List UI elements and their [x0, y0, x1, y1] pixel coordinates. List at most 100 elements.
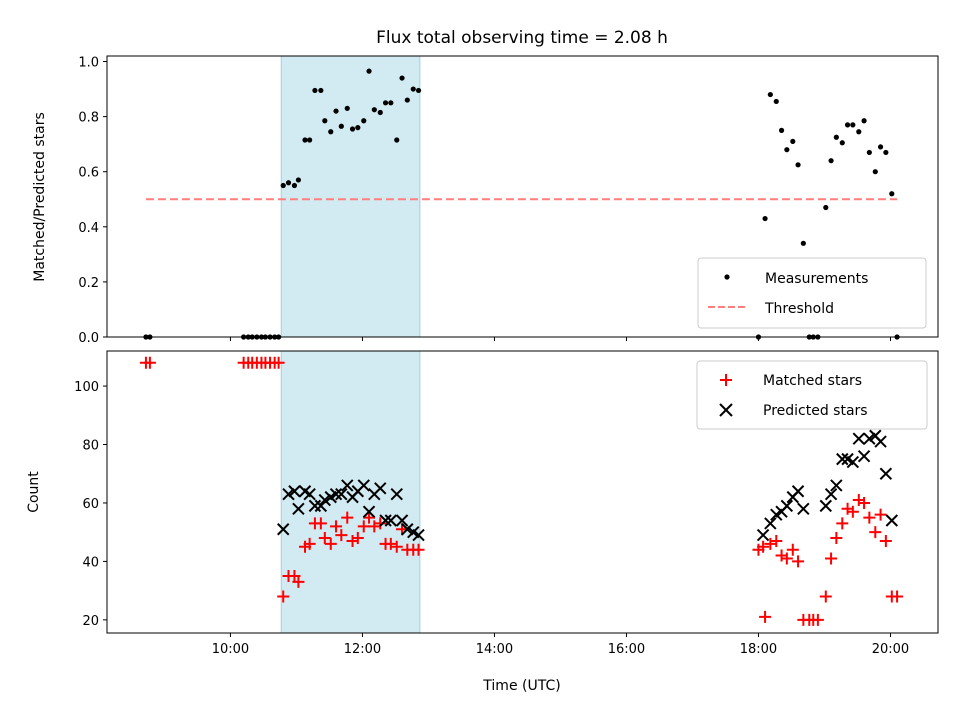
measurements-point — [280, 182, 286, 189]
y-tick-label: 0.4 — [78, 221, 99, 236]
predicted-stars-point — [824, 487, 838, 501]
matched-stars-point — [858, 496, 871, 509]
measurements-point — [773, 98, 779, 105]
predicted-stars-point — [357, 479, 370, 492]
x-tick-label: 18:00 — [740, 642, 777, 657]
predicted-stars-point — [395, 514, 409, 527]
chart-title: Flux total observing time = 2.08 h — [376, 28, 668, 48]
predicted-stars-point — [292, 502, 305, 516]
measurements-point — [850, 122, 856, 128]
measurements-point — [366, 68, 372, 74]
count-panel: 20 40 60 80 100 10:00 12:00 14:00 16:00 18:00 20:0… — [26, 350, 939, 657]
matched-stars-point — [374, 517, 387, 530]
count-panel-marks — [139, 356, 904, 626]
predicted-stars-point — [874, 435, 887, 448]
matched-stars-point — [874, 508, 887, 521]
x-tick-label: 20:00 — [872, 642, 909, 657]
predicted-stars-point — [791, 485, 805, 498]
x-tick-label: 14:00 — [476, 642, 513, 657]
measurements-point — [828, 158, 834, 164]
measurements-point — [800, 240, 806, 246]
predicted-stars-point — [282, 487, 295, 501]
measurements-point — [883, 149, 889, 156]
matched-stars-point — [346, 534, 359, 547]
matched-stars-point — [770, 534, 783, 547]
matched-stars-point — [335, 529, 348, 542]
y-tick-label: 0.6 — [78, 166, 99, 181]
matched-stars-point — [390, 540, 403, 553]
matched-stars-point — [852, 494, 865, 507]
matched-stars-point — [891, 590, 904, 603]
matched-stars-point — [863, 511, 876, 524]
count-panel-ylabel: Count — [26, 471, 42, 513]
measurements-point — [377, 109, 383, 116]
predicted-stars-point — [374, 482, 387, 495]
predicted-stars-point — [879, 467, 893, 480]
matched-stars-point — [292, 575, 305, 588]
matched-stars-point — [314, 517, 327, 530]
measurements-point — [784, 147, 790, 153]
count-panel-frame — [106, 350, 939, 634]
measurements-point — [839, 140, 845, 146]
measurements-point — [844, 122, 851, 128]
y-tick-label: 0.0 — [78, 331, 99, 346]
y-tick-label: 0.2 — [78, 276, 99, 291]
measurements-legend-marker — [724, 274, 730, 280]
predicted-stars-point — [288, 485, 301, 498]
count-legend-box — [696, 360, 928, 430]
predicted-stars-point — [863, 432, 876, 445]
matched-stars-point — [363, 511, 376, 524]
matched-stars-point — [757, 540, 770, 553]
matched-stars-point — [830, 532, 843, 545]
measurements-point — [866, 149, 872, 156]
measurements-point — [790, 138, 796, 145]
predicted-stars-point — [797, 502, 810, 516]
predicted-stars-point — [303, 487, 316, 501]
matched-stars-point — [318, 532, 331, 545]
matched-stars-point — [841, 502, 854, 515]
matched-stars-point — [819, 590, 832, 603]
measurements-legend-label: Measurements — [765, 271, 868, 287]
predicted-stars-point — [341, 479, 354, 492]
measurements-point — [371, 107, 377, 113]
ratio-legend-box — [697, 257, 927, 329]
measurements-point — [344, 105, 350, 111]
predicted-stars-point — [885, 514, 899, 527]
measurements-point — [361, 118, 367, 124]
measurements-point — [410, 86, 416, 92]
matched-stars-point — [341, 511, 354, 524]
measurements-point — [307, 137, 313, 143]
measurements-point — [285, 180, 292, 186]
measurements-point — [302, 137, 308, 143]
ratio-panel-ticks: 0.0 0.2 0.4 0.6 0.8 1.0 — [78, 56, 891, 346]
matched-stars-point — [143, 356, 156, 369]
matched-stars-point — [780, 552, 793, 565]
y-tick-label: 20 — [82, 614, 99, 629]
matched-stars-point — [330, 520, 343, 533]
measurements-point — [295, 177, 302, 183]
measurements-point — [795, 162, 801, 168]
y-tick-label: 60 — [82, 497, 99, 512]
count-panel-ticks: 20 40 60 80 100 10:00 12:00 14:00 16:00 18:00 20:0… — [74, 380, 909, 657]
predicted-stars-point — [390, 487, 403, 501]
matched-stars-legend-label: Matched stars — [763, 373, 862, 389]
matched-stars-point — [879, 534, 892, 547]
ratio-panel-ylabel: Matched/Predicted stars — [32, 112, 48, 282]
measurements-point — [318, 87, 324, 94]
predicted-stars-point — [857, 449, 871, 463]
measurements-point — [349, 126, 356, 132]
predicted-stars-point — [314, 499, 328, 513]
predicted-stars-point — [335, 487, 348, 501]
matched-stars-point — [759, 610, 772, 623]
predicted-stars-point — [329, 487, 343, 501]
x-tick-label: 12:00 — [344, 642, 381, 657]
matched-stars-point — [412, 543, 425, 556]
predicted-stars-point — [379, 514, 392, 527]
predicted-stars-legend-marker — [719, 403, 733, 417]
predicted-stars-point — [401, 523, 414, 536]
measurements-point — [333, 108, 339, 114]
matched-stars-point — [272, 356, 285, 369]
predicted-stars-point — [362, 505, 376, 518]
measurements-point — [399, 75, 405, 81]
predicted-stars-point — [764, 517, 777, 530]
